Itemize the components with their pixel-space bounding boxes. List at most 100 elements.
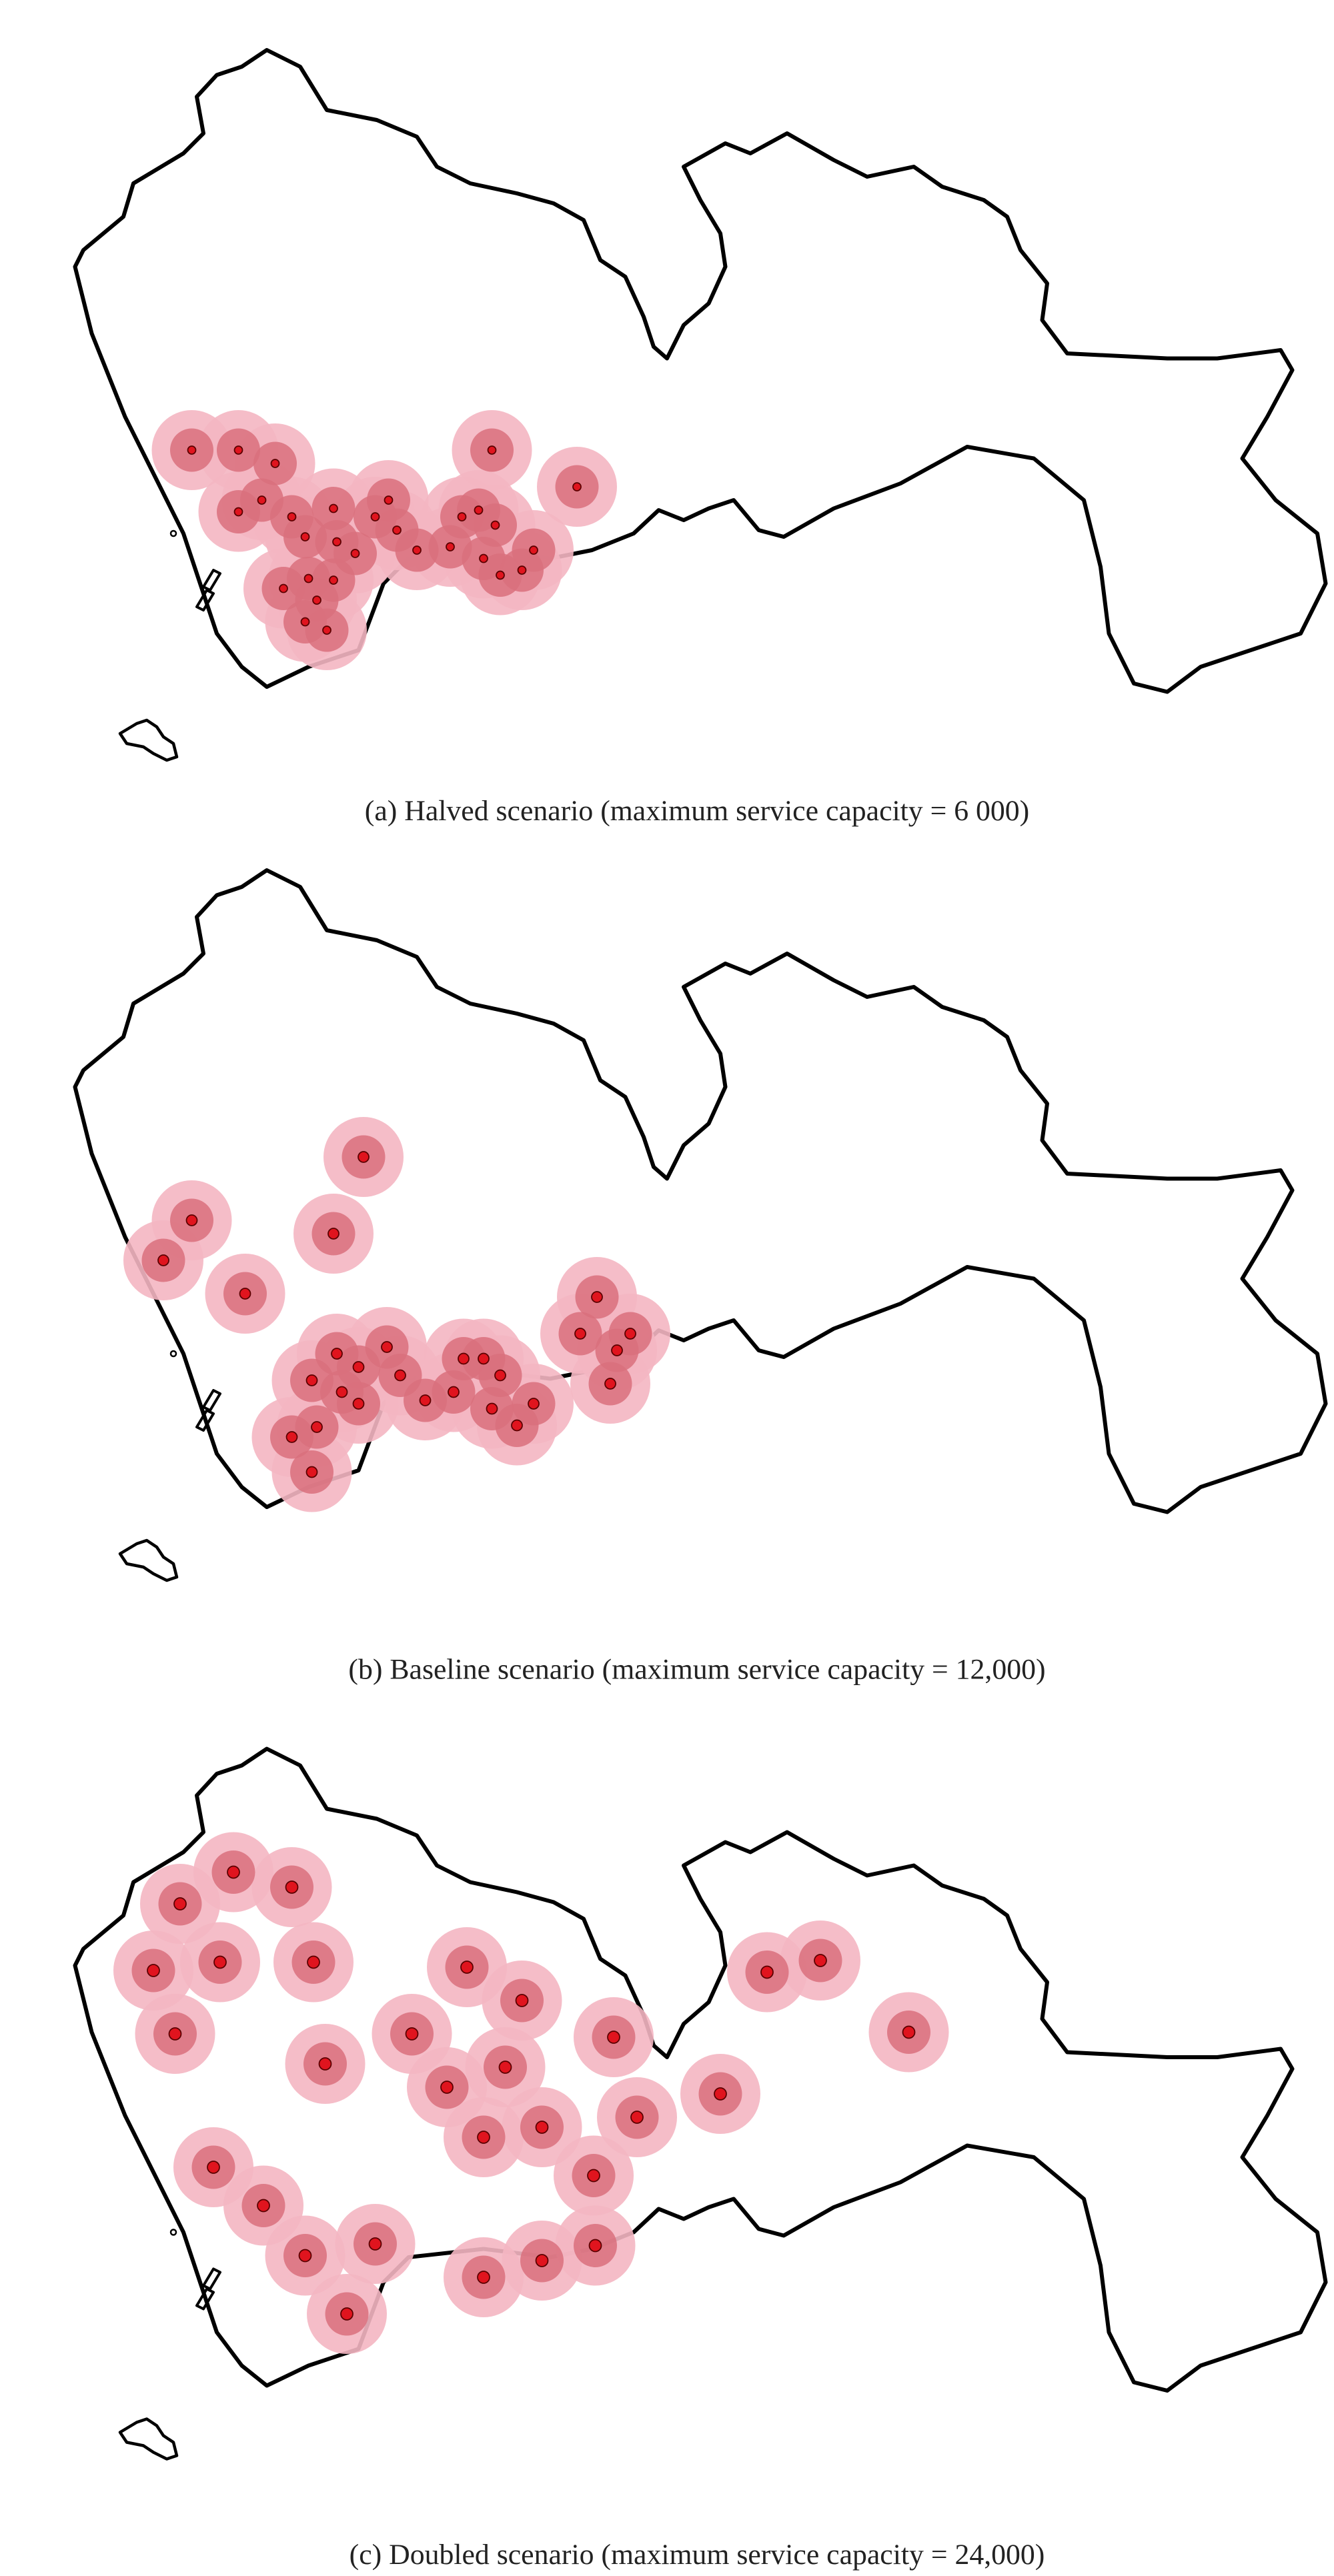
facility: [528, 1398, 540, 1410]
facility: [392, 525, 402, 535]
facility: [318, 2057, 332, 2071]
facility: [336, 1386, 348, 1398]
facility: [517, 565, 527, 575]
facility: [285, 1880, 299, 1894]
facility: [479, 553, 488, 563]
facility: [478, 1352, 490, 1365]
facility: [300, 532, 310, 541]
facility: [446, 542, 455, 551]
facility: [332, 537, 342, 547]
facility: [352, 1398, 365, 1410]
facility: [604, 1378, 616, 1390]
facility: [474, 505, 484, 515]
facility: [307, 1955, 320, 1969]
facility: [270, 459, 280, 468]
facility: [457, 512, 467, 521]
facility: [607, 2031, 620, 2044]
facility: [329, 503, 338, 513]
facility: [329, 575, 338, 585]
facility: [185, 1214, 198, 1226]
service-areas: [151, 410, 617, 671]
facility: [535, 2121, 549, 2134]
facility: [515, 1994, 529, 2007]
facility: [305, 1374, 318, 1386]
region-outline: [75, 870, 1326, 1580]
facility: [233, 445, 243, 455]
facility: [173, 1897, 187, 1910]
facility: [588, 2239, 602, 2253]
facility: [572, 482, 582, 491]
facility: [322, 625, 331, 635]
facility: [574, 1328, 586, 1340]
region-outline: [75, 50, 1326, 760]
facility: [340, 2307, 354, 2321]
facility: [327, 1228, 340, 1240]
facility: [285, 1431, 298, 1443]
facility: [187, 445, 197, 455]
facility: [440, 2081, 454, 2094]
facility: [207, 2161, 220, 2174]
facility: [311, 1421, 323, 1433]
facility: [814, 1954, 827, 1967]
service-areas: [123, 1117, 670, 1512]
map-panel: [75, 870, 1326, 1580]
facility: [368, 2237, 382, 2251]
facility: [168, 2027, 182, 2041]
facility: [384, 495, 394, 505]
facility: [239, 1288, 251, 1300]
facility: [305, 1466, 318, 1478]
facility: [498, 2061, 512, 2074]
facility: [624, 1328, 636, 1340]
facility: [460, 1961, 474, 1974]
facility: [486, 1402, 498, 1415]
facility: [298, 2249, 312, 2263]
facility: [147, 1964, 160, 1977]
facility: [381, 1341, 393, 1353]
facility: [358, 1151, 370, 1163]
facility: [405, 2027, 419, 2041]
facility: [714, 2087, 727, 2101]
facility: [477, 2131, 490, 2144]
facility: [419, 1394, 432, 1406]
panel-caption: (b) Baseline scenario (maximum service c…: [348, 1654, 1045, 1686]
facility: [487, 445, 497, 455]
facility: [213, 1955, 227, 1969]
facility: [233, 507, 243, 517]
facility: [591, 1291, 603, 1303]
facility: [370, 512, 380, 521]
facility: [494, 1369, 506, 1382]
panel-caption: (a) Halved scenario (maximum service cap…: [365, 795, 1030, 827]
panel-caption: (c) Doubled scenario (maximum service ca…: [350, 2539, 1045, 2571]
map-panel: [75, 1749, 1326, 2459]
facility: [448, 1386, 460, 1398]
facility: [331, 1348, 343, 1360]
facility: [490, 520, 500, 530]
facility: [587, 2169, 600, 2183]
facility: [902, 2025, 916, 2039]
service-areas: [113, 1832, 949, 2354]
facility: [394, 1369, 406, 1382]
facility: [303, 573, 313, 583]
facility: [412, 545, 422, 555]
map-panel: [75, 50, 1326, 760]
facility: [477, 2271, 490, 2284]
facility: [611, 1344, 623, 1356]
facility: [458, 1352, 470, 1365]
facility: [535, 2254, 549, 2267]
facility: [257, 2199, 270, 2213]
facility: [300, 617, 310, 627]
facility: [350, 549, 360, 558]
facility: [227, 1865, 240, 1879]
facility: [157, 1254, 169, 1266]
facility: [529, 545, 538, 555]
facility: [287, 512, 297, 521]
facility: [279, 583, 288, 593]
facility: [312, 595, 321, 605]
facility: [257, 495, 267, 505]
facility: [760, 1965, 774, 1979]
facility: [630, 2111, 644, 2124]
facility: [511, 1419, 523, 1432]
facility: [496, 570, 505, 580]
